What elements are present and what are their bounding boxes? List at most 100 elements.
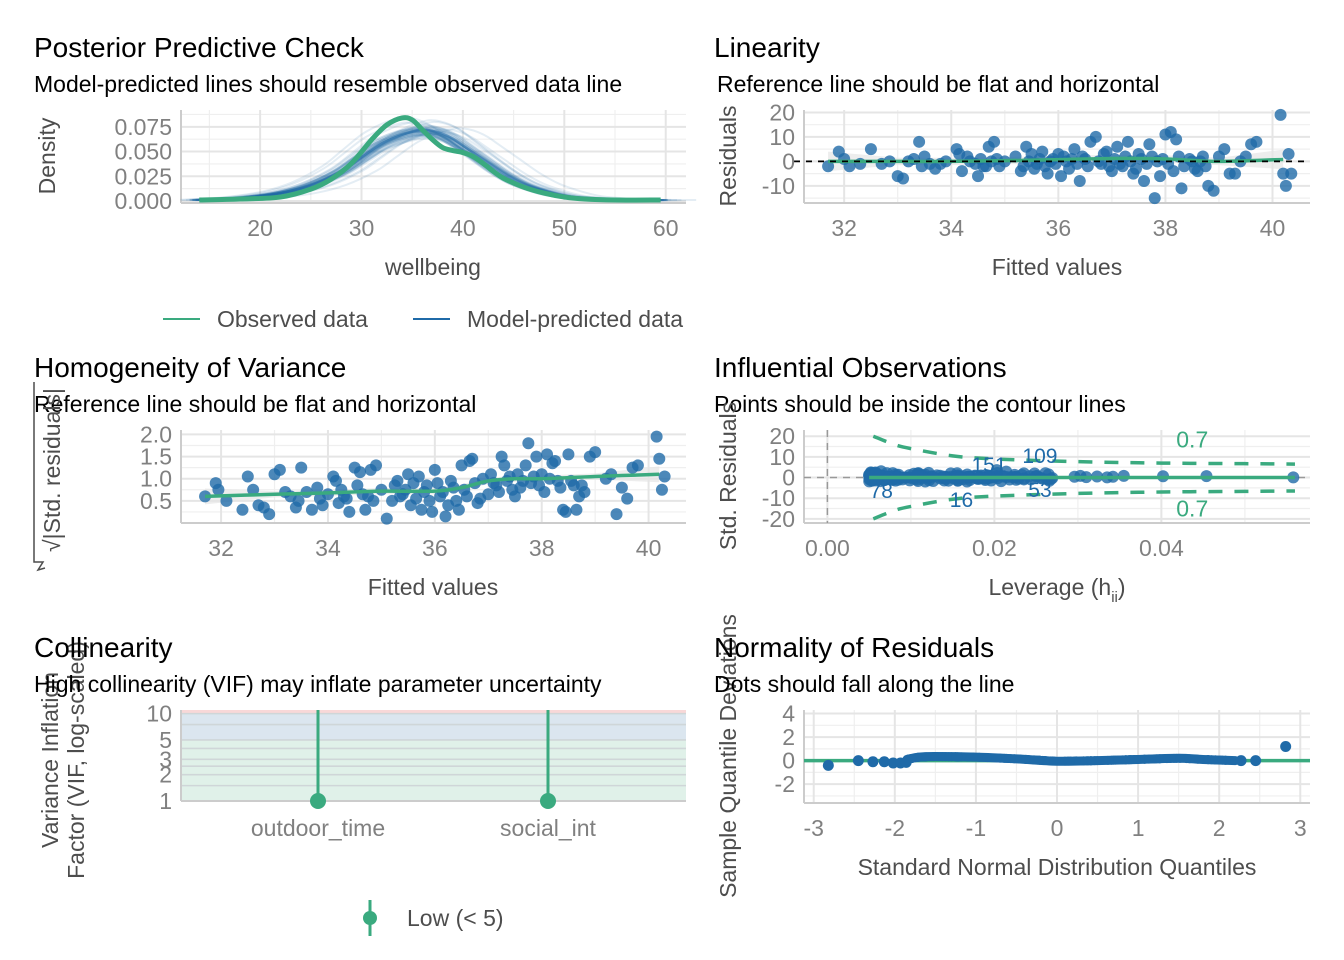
- y-tick-label: 0.025: [114, 163, 172, 189]
- qq-point: [982, 753, 992, 763]
- residual-point: [1068, 143, 1081, 156]
- y-axis-label-line2: Factor (VIF, log-scaled): [63, 641, 89, 879]
- residual-point: [934, 157, 947, 170]
- residual-point: [1285, 167, 1298, 180]
- sqrt-symbol: [33, 382, 46, 572]
- qq-point: [1113, 755, 1123, 765]
- plot-grid: [803, 110, 1310, 204]
- qq-point: [1175, 753, 1185, 763]
- observation-id-label: 151: [971, 454, 1006, 477]
- x-tick-label: 0.00: [805, 535, 850, 561]
- residual-point: [1199, 160, 1212, 173]
- contour-label-upper: 0.7: [1176, 426, 1208, 452]
- residual-point: [1111, 140, 1124, 153]
- panel-linearity: Linearity Reference line should be flat …: [714, 32, 1310, 280]
- x-tick-label: social_int: [500, 815, 596, 841]
- residual-point: [1081, 160, 1094, 173]
- residual-point: [972, 170, 985, 183]
- residual-point: [1229, 167, 1242, 180]
- qq-point: [1217, 755, 1227, 765]
- legend-key-point: [363, 911, 377, 925]
- std-residual-point: [292, 494, 305, 507]
- legend: Observed data Model-predicted data: [163, 306, 683, 332]
- y-tick-label: -2: [775, 771, 795, 797]
- std-residual-point: [388, 479, 401, 492]
- qq-point: [1049, 756, 1059, 766]
- y-axis-label: Residuals: [715, 106, 741, 207]
- legend-label-observed: Observed data: [217, 306, 368, 332]
- x-axis-label-main: Leverage (h: [988, 574, 1111, 600]
- observation-id-label: 16: [950, 489, 973, 512]
- residual-point: [1274, 108, 1287, 121]
- x-axis-label: Fitted values: [992, 254, 1122, 280]
- std-residual-point: [359, 503, 372, 516]
- std-residual-point: [541, 448, 554, 461]
- qq-point: [1235, 755, 1247, 767]
- qq-point: [1065, 756, 1075, 766]
- x-tick-label: 40: [636, 535, 662, 561]
- y-axis-label: √|Std. residuals|: [33, 382, 65, 572]
- vif-band-blue: [181, 713, 686, 740]
- qq-point: [968, 752, 978, 762]
- std-residual-point: [615, 481, 628, 494]
- residual-point: [1143, 138, 1156, 151]
- std-residual-point: [343, 505, 356, 518]
- predicted-density-line: [234, 127, 697, 202]
- plot-marks: [804, 740, 1310, 771]
- std-residual-point: [570, 503, 583, 516]
- y-tick-label: 1.0: [140, 466, 172, 492]
- x-tick-label: 34: [315, 535, 341, 561]
- panel-subtitle: Points should be inside the contour line…: [714, 391, 1126, 417]
- std-residual-point: [575, 479, 588, 492]
- legend-label-low: Low (< 5): [407, 905, 504, 931]
- qq-point: [1193, 754, 1203, 764]
- x-axis-label: Leverage (hii): [988, 574, 1125, 606]
- residual-point: [822, 160, 835, 173]
- qq-point: [1029, 755, 1039, 765]
- qq-point: [993, 753, 1003, 763]
- std-residual-point: [340, 492, 353, 505]
- std-residual-point: [426, 505, 439, 518]
- predicted-density-line: [193, 129, 655, 202]
- residual-point: [1154, 170, 1167, 183]
- qq-point: [921, 752, 931, 762]
- residual-point: [1028, 162, 1041, 175]
- x-axis-label: wellbeing: [384, 254, 481, 280]
- y-tick-label: 10: [769, 444, 795, 470]
- x-axis-label: Standard Normal Distribution Quantiles: [858, 854, 1257, 880]
- predicted-density-line: [193, 133, 656, 202]
- std-residual-point: [658, 470, 671, 483]
- cooks-distance-contour-upper: [872, 434, 1295, 466]
- plot-marks: [794, 108, 1310, 205]
- std-residual-point: [554, 481, 567, 494]
- x-tick-label: 32: [208, 535, 234, 561]
- std-residual-point: [610, 508, 623, 521]
- x-tick-label: 0: [1051, 815, 1064, 841]
- std-residual-point: [522, 437, 535, 450]
- std-residual-point: [490, 479, 503, 492]
- std-residual-point: [498, 459, 511, 472]
- residual-point: [1121, 135, 1134, 148]
- loess-smooth-line: [204, 472, 660, 499]
- y-tick-label: 0: [782, 465, 795, 491]
- panel-homogeneity-of-variance: Homogeneity of Variance Reference line s…: [33, 352, 686, 600]
- std-residual-point: [466, 452, 479, 465]
- observation-id-label: 53: [1028, 479, 1051, 502]
- std-residual-point: [431, 477, 444, 490]
- residual-point: [843, 160, 856, 173]
- predicted-density-line: [189, 130, 651, 202]
- std-residual-point: [423, 494, 436, 507]
- qq-point: [1250, 755, 1262, 767]
- std-residual-point: [559, 505, 572, 518]
- x-tick-label: 40: [450, 215, 476, 241]
- plot-grid: [180, 110, 686, 204]
- std-residual-point: [415, 503, 428, 516]
- std-residual-point: [412, 470, 425, 483]
- std-residual-point: [439, 510, 452, 523]
- panel-normality-of-residuals: Sample Quantile Deviations Normality of …: [714, 614, 1310, 898]
- std-residual-point: [241, 470, 254, 483]
- qq-point: [867, 756, 879, 768]
